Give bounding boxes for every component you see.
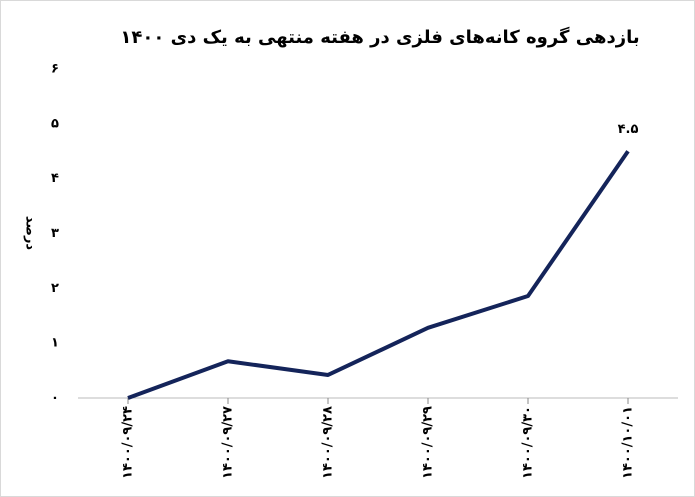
chart-title: بازدهی گروه کانه‌های فلزی در هفته منتهی … <box>120 26 639 48</box>
x-tick-label: ۱۴۰۰/۱۰/۰۱ <box>621 406 636 479</box>
data-label: ۴.۵ <box>618 122 639 137</box>
y-axis-label: درصد <box>23 216 38 251</box>
y-tick-label: ۲ <box>51 281 59 296</box>
x-tick-label: ۱۴۰۰/۰۹/۳۰ <box>521 406 536 479</box>
line-series <box>127 150 630 400</box>
y-tick-label: ۶ <box>51 62 59 77</box>
x-tick-label: ۱۴۰۰/۰۹/۲۹ <box>421 406 436 479</box>
x-tick-label: ۱۴۰۰/۰۹/۲۷ <box>221 406 236 479</box>
x-tick-label: ۱۴۰۰/۰۹/۲۸ <box>321 406 336 479</box>
y-tick-label: ۰ <box>51 391 59 406</box>
x-tick-label: ۱۴۰۰/۰۹/۲۴ <box>121 406 136 479</box>
y-tick-label: ۱ <box>51 336 59 351</box>
y-tick-label: ۳ <box>51 226 59 241</box>
y-tick-label: ۴ <box>51 171 59 186</box>
y-tick-label: ۵ <box>51 116 59 131</box>
